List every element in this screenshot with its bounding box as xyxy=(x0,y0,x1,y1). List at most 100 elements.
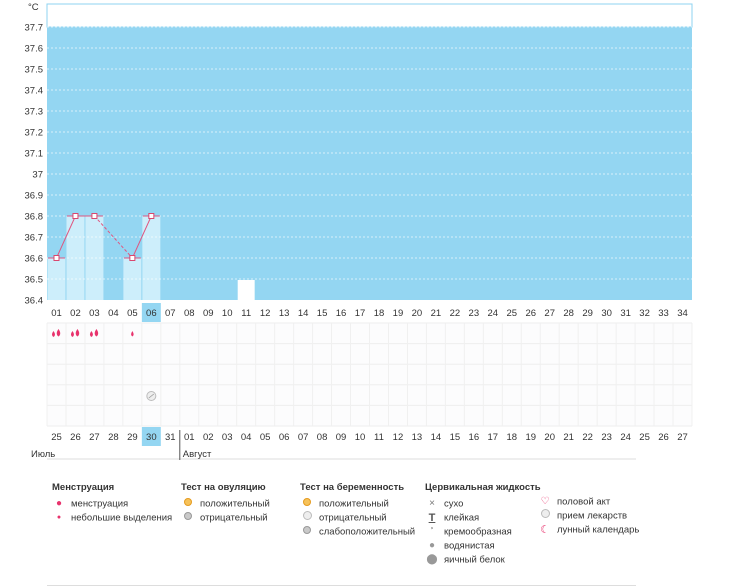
y-tick-label: 36.8 xyxy=(25,212,44,223)
legend-item: ⬤ яичный белок xyxy=(426,554,505,566)
y-tick-label: 37.3 xyxy=(25,107,44,118)
cycle-day-label: 17 xyxy=(355,308,366,319)
temperature-line-segment xyxy=(131,215,152,259)
legend-item: ● водянистая xyxy=(425,539,541,553)
date-label: 03 xyxy=(222,432,233,443)
temperature-point xyxy=(148,213,155,219)
legend-item: ● менструация xyxy=(52,497,172,511)
cycle-day-label: 34 xyxy=(677,308,688,319)
date-label: 30 xyxy=(146,432,157,443)
date-label: 27 xyxy=(677,432,688,443)
moon-icon: ☾ xyxy=(540,524,550,536)
creamy-icon: ʾ xyxy=(430,525,434,539)
temperature-bar xyxy=(85,216,104,300)
legend-item: × сухо xyxy=(425,497,541,511)
cycle-day-label: 10 xyxy=(222,308,233,319)
cycle-day-label: 31 xyxy=(620,308,631,319)
cycle-day-label: 30 xyxy=(601,308,612,319)
cycle-day-label: 19 xyxy=(393,308,404,319)
legend-other: ♡ половой акт прием лекарств ☾ лунный кале… xyxy=(538,495,639,537)
date-label: 01 xyxy=(184,432,195,443)
legend-item: ☾ лунный календарь xyxy=(538,523,639,537)
cycle-day-label: 32 xyxy=(639,308,650,319)
cycle-day-label: 03 xyxy=(89,308,100,319)
watery-icon: ● xyxy=(428,540,436,551)
date-label: 15 xyxy=(450,432,461,443)
legend-ovulation-title: Тест на овуляцию xyxy=(181,482,266,493)
lunar-cell xyxy=(237,280,255,300)
cycle-day-label: 09 xyxy=(203,308,214,319)
blood-drop-icon xyxy=(56,329,61,337)
cycle-day-label: 18 xyxy=(374,308,385,319)
temperature-point xyxy=(72,213,79,219)
blood-drop-icon xyxy=(94,329,99,337)
blood-drop-icon xyxy=(75,329,80,337)
y-tick-label: 37.6 xyxy=(25,44,44,55)
temperature-line-segment xyxy=(94,215,133,259)
y-tick-label: 37.2 xyxy=(25,128,44,139)
date-label: 25 xyxy=(51,432,62,443)
date-label: 26 xyxy=(658,432,669,443)
pregnancy-negative-icon xyxy=(300,511,314,525)
y-unit-label: °C xyxy=(28,2,39,13)
date-label: 05 xyxy=(260,432,271,443)
month-label: Июль xyxy=(31,449,55,460)
date-label: 23 xyxy=(601,432,612,443)
pregnancy-positive-icon xyxy=(300,497,314,511)
legend-cervical-title: Цервикальная жидкость xyxy=(425,482,541,493)
cycle-day-label: 15 xyxy=(317,308,328,319)
cycle-day-label: 29 xyxy=(582,308,593,319)
cycle-day-label: 07 xyxy=(165,308,176,319)
legend-item: прием лекарств xyxy=(538,509,639,523)
legend-item: ● небольшие выделения xyxy=(52,511,172,525)
legend-pregnancy: Тест на беременность положительный отриц… xyxy=(300,481,415,539)
temperature-point xyxy=(53,255,60,261)
date-label: 28 xyxy=(108,432,119,443)
y-tick-label: 36.4 xyxy=(25,296,44,307)
legend-item: положительный xyxy=(300,497,415,511)
cycle-day-label: 33 xyxy=(658,308,669,319)
y-tick-label: 36.6 xyxy=(25,254,44,265)
legend-item: слабоположительный xyxy=(300,525,415,539)
current-date-cell xyxy=(141,427,161,446)
date-label: 08 xyxy=(317,432,328,443)
date-label: 22 xyxy=(582,432,593,443)
cycle-day-label: 14 xyxy=(298,308,309,319)
cycle-day-label: 25 xyxy=(506,308,517,319)
legend-menstruation-title: Менструация xyxy=(52,482,115,493)
y-tick-label: 37.4 xyxy=(25,86,44,97)
date-label: 07 xyxy=(298,432,309,443)
y-tick-label: 37.5 xyxy=(25,65,44,76)
y-tick-label: 36.5 xyxy=(25,275,44,286)
current-day-cell xyxy=(141,303,161,322)
cycle-day-label: 08 xyxy=(184,308,195,319)
date-label: 10 xyxy=(355,432,366,443)
y-tick-label: 36.9 xyxy=(25,191,44,202)
cycle-day-label: 16 xyxy=(336,308,347,319)
date-label: 12 xyxy=(393,432,404,443)
heart-icon: ♡ xyxy=(540,496,550,507)
date-label: 17 xyxy=(488,432,499,443)
legend-ovulation: Тест на овуляцию положительный отрицател… xyxy=(181,481,270,525)
cycle-day-label: 20 xyxy=(412,308,423,319)
cycle-day-label: 12 xyxy=(260,308,271,319)
legend-menstruation: Менструация ● менструация ● небольшие выде… xyxy=(52,481,172,525)
date-label: 14 xyxy=(431,432,442,443)
small-drop-icon: ● xyxy=(56,514,62,521)
dry-icon: × xyxy=(429,498,435,509)
negative-test-icon xyxy=(181,511,195,525)
legend-pregnancy-title: Тест на беременность xyxy=(300,482,405,493)
legend-item: отрицательный xyxy=(181,511,270,525)
date-label: 24 xyxy=(620,432,631,443)
temperature-point xyxy=(91,213,98,219)
blood-drop-icon xyxy=(89,331,93,337)
y-tick-label: 37.7 xyxy=(25,23,44,34)
pregnancy-weak-icon xyxy=(300,525,314,539)
cycle-day-label: 21 xyxy=(431,308,442,319)
blood-drop-icon xyxy=(70,331,74,337)
pill-icon xyxy=(538,509,552,523)
legend-item: ʾ кремообразная xyxy=(425,525,541,539)
y-tick-label: 36.7 xyxy=(25,233,44,244)
